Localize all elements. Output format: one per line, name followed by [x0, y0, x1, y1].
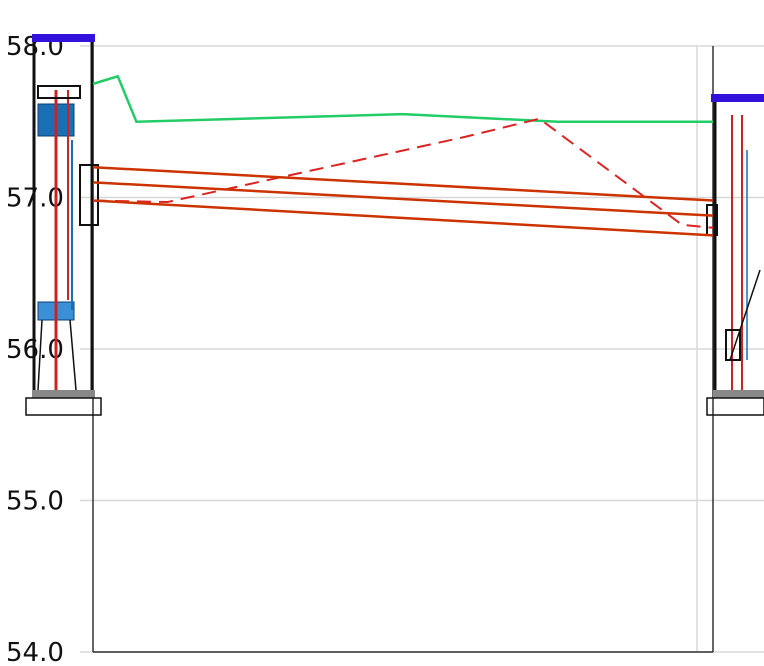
right-chamber-valve — [725, 329, 741, 361]
y-tick-label: 54.0 — [6, 638, 64, 666]
right-chamber-footing — [706, 397, 764, 416]
left-chamber-outlet — [79, 164, 99, 226]
left-chamber-roof — [32, 34, 95, 42]
y-tick-label: 55.0 — [6, 487, 64, 517]
right-chamber-structure — [706, 94, 764, 416]
profile-line — [92, 181, 714, 217]
grid-lines — [80, 45, 764, 653]
left-chamber-footing — [25, 397, 102, 416]
right-chamber-floor — [713, 390, 764, 398]
left-chamber-structure — [25, 34, 102, 416]
left-chamber-ladder-r — [69, 319, 77, 391]
right-chamber-diagonal — [729, 269, 761, 361]
profile-line — [92, 199, 714, 237]
profile-line — [92, 74, 713, 124]
left-chamber-ladder-l — [37, 319, 43, 391]
axes — [92, 40, 714, 653]
left-chamber-top-bracket — [37, 85, 81, 99]
profile-lines — [92, 74, 714, 237]
dashed-profile-line — [92, 117, 714, 229]
profile-line — [92, 165, 714, 202]
right-chamber-roof — [711, 94, 764, 102]
left-chamber-floor — [32, 390, 95, 398]
